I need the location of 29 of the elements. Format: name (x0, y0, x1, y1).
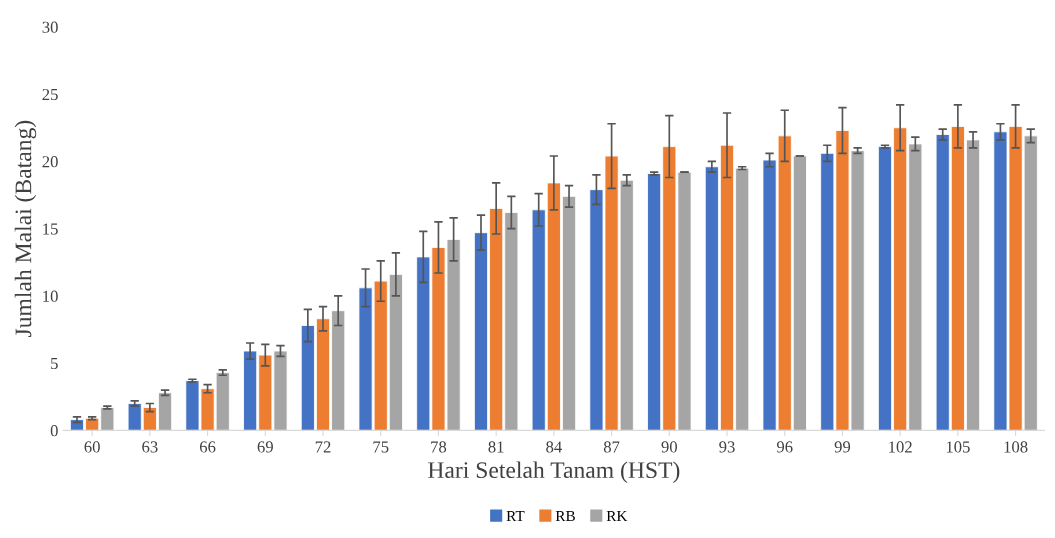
legend-label: RT (506, 510, 525, 521)
x-tick-label: 90 (661, 441, 677, 453)
y-tick-label: 0 (50, 425, 58, 437)
x-tick-label: 108 (1004, 441, 1028, 453)
x-tick-label: 96 (776, 441, 793, 453)
y-tick-label: 20 (42, 156, 58, 168)
legend-label: RK (606, 510, 628, 521)
legend-label: RB (555, 510, 575, 522)
x-tick-label: 66 (199, 441, 216, 453)
x-tick-label: 81 (488, 441, 504, 453)
y-tick-label: 15 (43, 223, 58, 235)
y-tick-label: 10 (43, 290, 58, 302)
x-tick-label: 87 (603, 441, 620, 453)
x-tick-label: 69 (257, 441, 273, 453)
x-tick-label: 105 (946, 441, 970, 453)
y-tick-label: 5 (51, 358, 58, 370)
x-tick-label: 102 (889, 441, 912, 453)
x-tick-label: 72 (315, 441, 331, 453)
x-tick-label: 78 (431, 441, 447, 453)
x-tick-label: 99 (834, 441, 851, 453)
y-tick-label: 25 (42, 88, 58, 101)
y-axis-title: Jumlah Malai (Batang) (14, 120, 37, 337)
x-axis-title: Hari Setelah Tanam (HST) (428, 461, 680, 483)
x-tick-label: 84 (546, 441, 562, 453)
x-tick-label: 63 (142, 441, 158, 453)
x-tick-label: 75 (373, 441, 389, 453)
x-tick-label: 60 (84, 441, 100, 453)
x-tick-label: 93 (719, 441, 735, 453)
y-tick-label: 30 (42, 21, 58, 33)
